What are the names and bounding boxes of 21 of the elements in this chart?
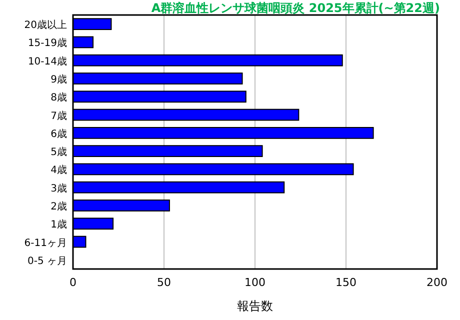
y-tick-label: 7歳 bbox=[50, 110, 67, 122]
y-tick-label: 20歳以上 bbox=[24, 19, 67, 32]
x-tick-label: 50 bbox=[157, 276, 171, 289]
y-tick-label: 1歳 bbox=[50, 218, 67, 231]
y-tick-label: 10-14歳 bbox=[28, 55, 67, 68]
x-tick-label: 0 bbox=[70, 276, 76, 289]
y-tick-label: 0-5 ヶ月 bbox=[27, 256, 67, 267]
y-tick-label: 3歳 bbox=[50, 182, 67, 194]
x-tick-label: 200 bbox=[426, 276, 448, 289]
chart-title: A群溶血性レンサ球菌咽頭炎 2025年累計(~第22週) bbox=[151, 1, 440, 15]
y-tick-label: 4歳 bbox=[50, 164, 67, 176]
y-tick-label: 8歳 bbox=[50, 92, 67, 104]
y-tick-label: 9歳 bbox=[50, 74, 67, 86]
y-tick-label: 5歳 bbox=[50, 146, 67, 158]
x-tick-label: 100 bbox=[244, 276, 266, 289]
x-tick-label: 150 bbox=[336, 276, 356, 289]
y-tick-label: 2歳 bbox=[50, 200, 67, 212]
y-tick-label: 6-11ヶ月 bbox=[24, 238, 67, 249]
y-tick-label: 15-19歳 bbox=[28, 37, 67, 50]
y-tick-label: 6歳 bbox=[50, 128, 67, 140]
x-axis-title: 報告数 bbox=[237, 299, 273, 313]
